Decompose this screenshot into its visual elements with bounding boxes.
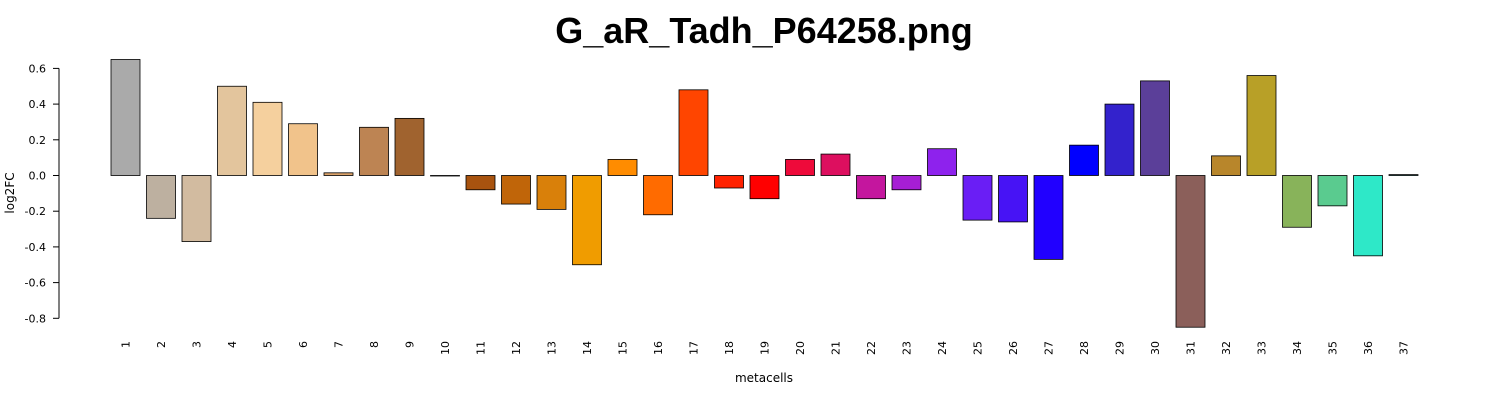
bar-5: [252, 101, 283, 176]
x-tick-label: 28: [1078, 341, 1091, 355]
x-tick-label: 9: [404, 341, 417, 348]
x-tick-label: 23: [901, 341, 914, 355]
bar-27: [1033, 175, 1064, 260]
bar-19: [749, 175, 780, 200]
chart-title: G_aR_Tadh_P64258.png: [555, 10, 973, 51]
x-tick-label: 3: [191, 341, 204, 348]
y-tick-label: 0.2: [29, 134, 47, 147]
x-tick-label: 1: [120, 341, 133, 348]
x-tick-label: 6: [297, 341, 310, 348]
y-tick-label: -0.2: [25, 205, 46, 218]
x-tick-label: 10: [439, 341, 452, 355]
bar-1: [110, 59, 141, 176]
bar-15: [607, 159, 638, 176]
x-tick-label: 32: [1220, 341, 1233, 355]
x-tick-label: 17: [688, 341, 701, 355]
bar-9: [394, 117, 425, 176]
x-tick-label: 13: [546, 341, 559, 355]
bar-34: [1282, 175, 1312, 228]
x-tick-label: 35: [1327, 341, 1340, 355]
y-tick-label: -0.4: [25, 241, 46, 254]
x-tick-label: 20: [794, 341, 807, 355]
x-tick-label: 24: [936, 341, 949, 355]
bar-17: [678, 89, 709, 176]
bar-4: [217, 85, 247, 176]
x-tick-label: 8: [368, 341, 381, 348]
bar-26: [998, 175, 1028, 223]
bar-30: [1140, 80, 1170, 176]
bar-14: [572, 175, 602, 266]
x-tick-label: 15: [617, 341, 630, 355]
y-axis-label: log2FC: [3, 172, 17, 213]
bar-21: [820, 153, 851, 176]
x-tick-label: 29: [1114, 341, 1127, 355]
bar-31: [1175, 175, 1206, 328]
x-tick-label: 31: [1185, 341, 1198, 355]
bar-24: [927, 148, 957, 176]
bar-7: [323, 172, 354, 176]
bar-13: [536, 175, 567, 210]
bar-22: [856, 175, 886, 200]
bar-11: [465, 175, 496, 191]
bar-16: [643, 175, 673, 216]
bar-2: [146, 175, 176, 219]
bar-23: [891, 175, 922, 191]
x-tick-label: 27: [1043, 341, 1056, 355]
x-tick-label: 7: [333, 341, 346, 348]
bar-10: [430, 175, 460, 177]
x-tick-label: 21: [830, 341, 843, 355]
y-tick-label: 0.4: [29, 98, 47, 111]
x-tick-label: 11: [475, 341, 488, 355]
x-tick-label: 14: [581, 341, 594, 355]
x-tick-label: 5: [262, 341, 275, 348]
x-tick-label: 33: [1256, 341, 1269, 355]
bar-33: [1246, 75, 1277, 176]
x-tick-label: 12: [510, 341, 523, 355]
y-tick-label: 0.0: [29, 170, 47, 183]
x-tick-label: 16: [652, 341, 665, 355]
x-tick-label: 37: [1398, 341, 1411, 355]
bar-36: [1353, 175, 1383, 257]
x-tick-labels: 1 2 3 4 5 6 7 8 9 10 11 12 13 14 15 16 17 18 19 20 21 22 23 24 2…: [120, 341, 1411, 355]
x-tick-label: 36: [1362, 341, 1375, 355]
y-axis: 0.6 0.4 0.2 0.0 -0.2 -0.4 -0.6 -0.8: [25, 62, 60, 325]
bar-8: [359, 126, 389, 176]
bar-35: [1317, 175, 1348, 207]
bar-3: [181, 175, 212, 242]
x-tick-label: 2: [155, 341, 168, 348]
bar-37: [1388, 174, 1419, 176]
bar-18: [714, 175, 744, 189]
x-tick-label: 25: [972, 341, 985, 355]
y-tick-label: -0.8: [25, 312, 46, 325]
x-tick-label: 22: [865, 341, 878, 355]
x-tick-label: 18: [723, 341, 736, 355]
bar-32: [1211, 155, 1241, 176]
x-tick-label: 19: [759, 341, 772, 355]
y-tick-label: 0.6: [29, 62, 47, 75]
x-tick-label: 4: [226, 341, 239, 348]
bar-29: [1104, 103, 1135, 176]
bar-6: [288, 123, 318, 176]
bar-25: [962, 175, 993, 221]
bar-28: [1069, 144, 1099, 176]
bar-20: [785, 159, 815, 176]
x-tick-label: 26: [1007, 341, 1020, 355]
x-axis-label: metacells: [735, 371, 793, 385]
x-tick-label: 30: [1149, 341, 1162, 355]
bar-12: [501, 175, 531, 205]
y-tick-label: -0.6: [25, 277, 46, 290]
x-tick-label: 34: [1291, 341, 1304, 355]
bars-group: [110, 59, 1419, 328]
